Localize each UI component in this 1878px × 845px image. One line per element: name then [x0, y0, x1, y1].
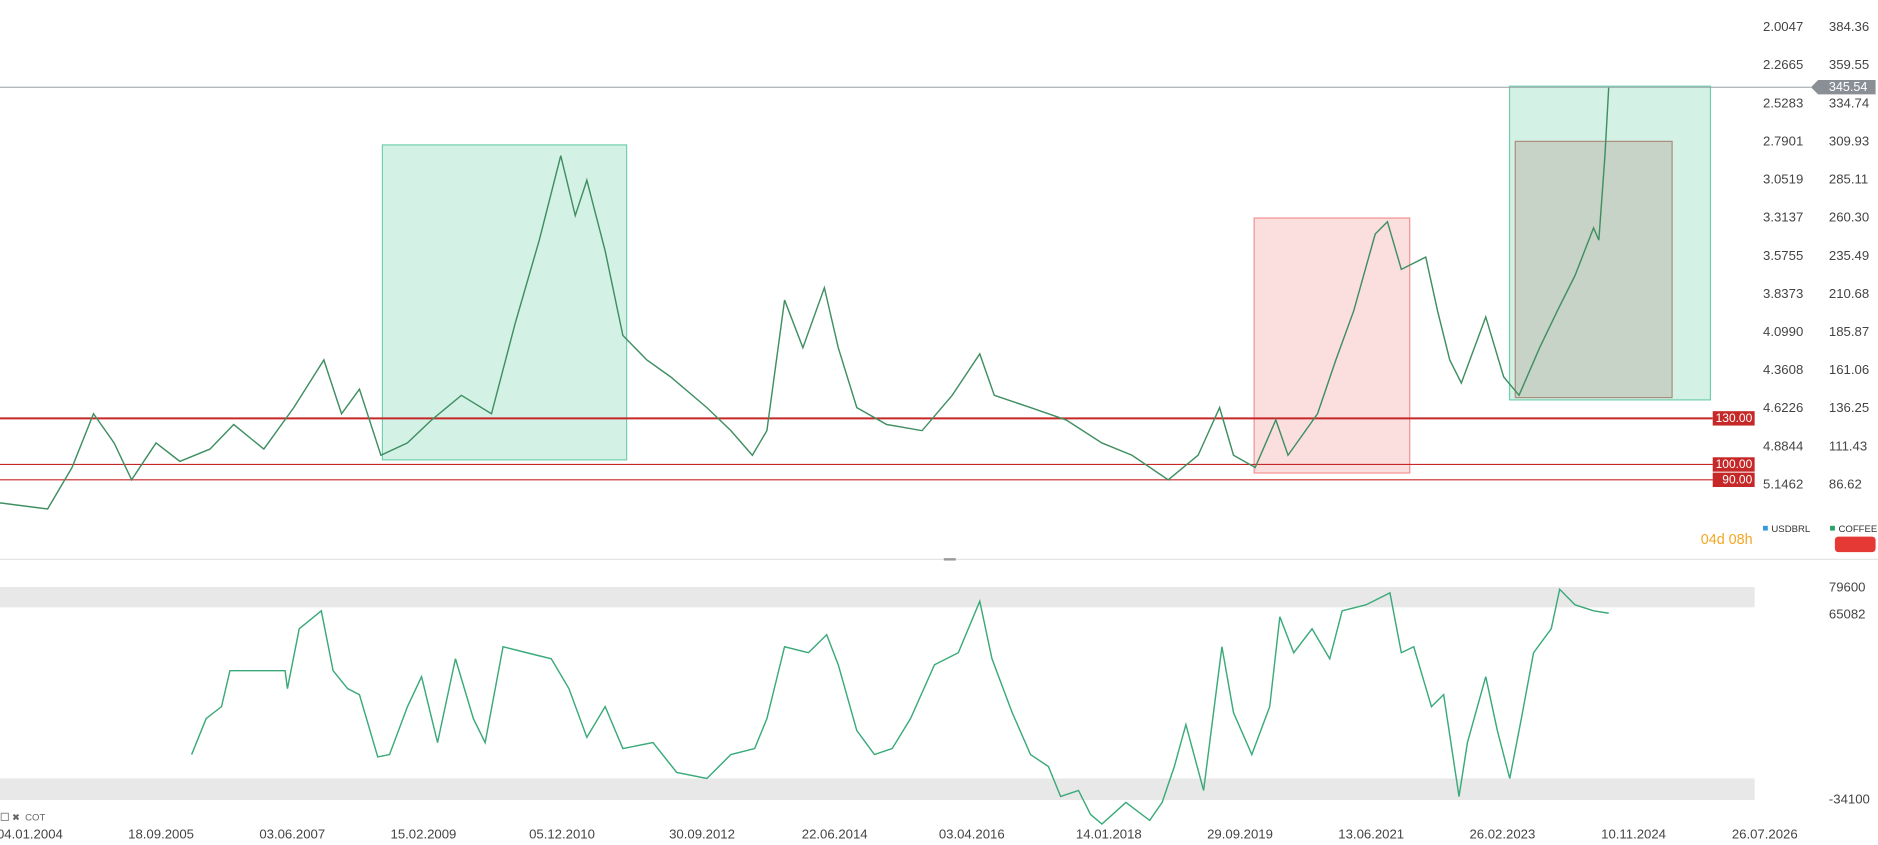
highlight-zone: [1508, 85, 1712, 401]
x-tick-label: 03.04.2016: [939, 826, 1005, 841]
y-tick-label: 235.49: [1829, 248, 1869, 263]
y2-tick-label: 2.2665: [1763, 57, 1803, 72]
y2-tick-label: 2.5283: [1763, 95, 1803, 110]
y-tick-label: 260.30: [1829, 210, 1869, 225]
y-tick-label: 384.36: [1829, 19, 1869, 34]
level-label: 90.00: [1722, 473, 1752, 487]
y-tick-label: 161.06: [1829, 362, 1869, 377]
y-tick-label: 79600: [1829, 580, 1866, 595]
y-tick-label: 309.93: [1829, 133, 1869, 148]
y2-tick-label: 3.3137: [1763, 210, 1803, 225]
x-tick-label: 13.06.2021: [1338, 826, 1404, 841]
level-label-box: [1712, 411, 1755, 426]
y2-tick-label: 4.6226: [1763, 400, 1803, 415]
y2-tick-label: 4.8844: [1763, 438, 1803, 453]
panel-label: COT: [25, 813, 45, 824]
y2-tick-label: 2.0047: [1763, 19, 1803, 34]
x-tick-label: 03.06.2007: [259, 826, 325, 841]
range-band: [0, 778, 1755, 801]
y2-tick-label: 4.3608: [1763, 362, 1803, 377]
legend-swatch: [1763, 525, 1768, 531]
x-tick-label: 26.07.2026: [1732, 826, 1798, 841]
x-tick-label: 14.01.2018: [1076, 826, 1142, 841]
x-tick-label: 18.09.2005: [128, 826, 194, 841]
y-tick-label: -34100: [1829, 792, 1870, 807]
level-label-box: [1712, 472, 1755, 488]
x-tick-label: 30.09.2012: [669, 826, 735, 841]
y-tick-label: 136.25: [1829, 400, 1869, 415]
y2-tick-label: 3.5755: [1763, 248, 1803, 263]
legend-label: USDBRL: [1771, 524, 1811, 535]
x-tick-label: 04.01.2004: [0, 826, 63, 841]
timer: 04d 08h: [1701, 532, 1753, 548]
highlight-zone: [1514, 140, 1673, 399]
y-tick-label: 285.11: [1829, 172, 1868, 187]
level-label: 130.00: [1716, 411, 1753, 425]
highlight-zone: [1253, 217, 1411, 474]
x-tick-label: 10.11.2024: [1601, 826, 1666, 841]
x-tick-label: 05.12.2010: [529, 826, 595, 841]
price-line: [0, 87, 1610, 510]
y2-tick-label: 4.0990: [1763, 324, 1803, 339]
x-tick-label: 29.09.2019: [1207, 826, 1273, 841]
y-tick-label: 359.55: [1829, 57, 1869, 72]
level-label-box: [1712, 457, 1755, 472]
y-tick-label: 334.74: [1829, 95, 1869, 110]
level-label: 100.00: [1716, 457, 1753, 471]
y2-tick-label: 3.0519: [1763, 172, 1803, 187]
y-tick-label: 65082: [1829, 607, 1866, 622]
y2-tick-label: 2.7901: [1763, 133, 1803, 148]
y-tick-label: 210.68: [1829, 286, 1869, 301]
x-tick-label: 22.06.2014: [802, 826, 868, 841]
cot-line: [190, 587, 1609, 825]
legend-label: COFFEE: [1838, 524, 1877, 535]
y2-tick-label: 3.8373: [1763, 286, 1803, 301]
y-tick-label: 86.62: [1829, 476, 1862, 491]
x-tick-label: 26.02.2023: [1469, 826, 1535, 841]
last-price-label: 345.54: [1829, 80, 1867, 94]
highlight-zone: [381, 144, 628, 461]
y-tick-label: 111.43: [1829, 438, 1867, 453]
range-band: [0, 586, 1755, 608]
y-tick-label: 185.87: [1829, 324, 1869, 339]
panel-close[interactable]: ✖: [12, 813, 20, 824]
x-tick-label: 15.02.2009: [391, 826, 457, 841]
action-button[interactable]: [1834, 536, 1876, 553]
legend-swatch: [1830, 525, 1835, 531]
y2-tick-label: 5.1462: [1763, 477, 1803, 492]
last-price-badge: [1810, 80, 1876, 95]
panel-icon[interactable]: [0, 812, 9, 821]
